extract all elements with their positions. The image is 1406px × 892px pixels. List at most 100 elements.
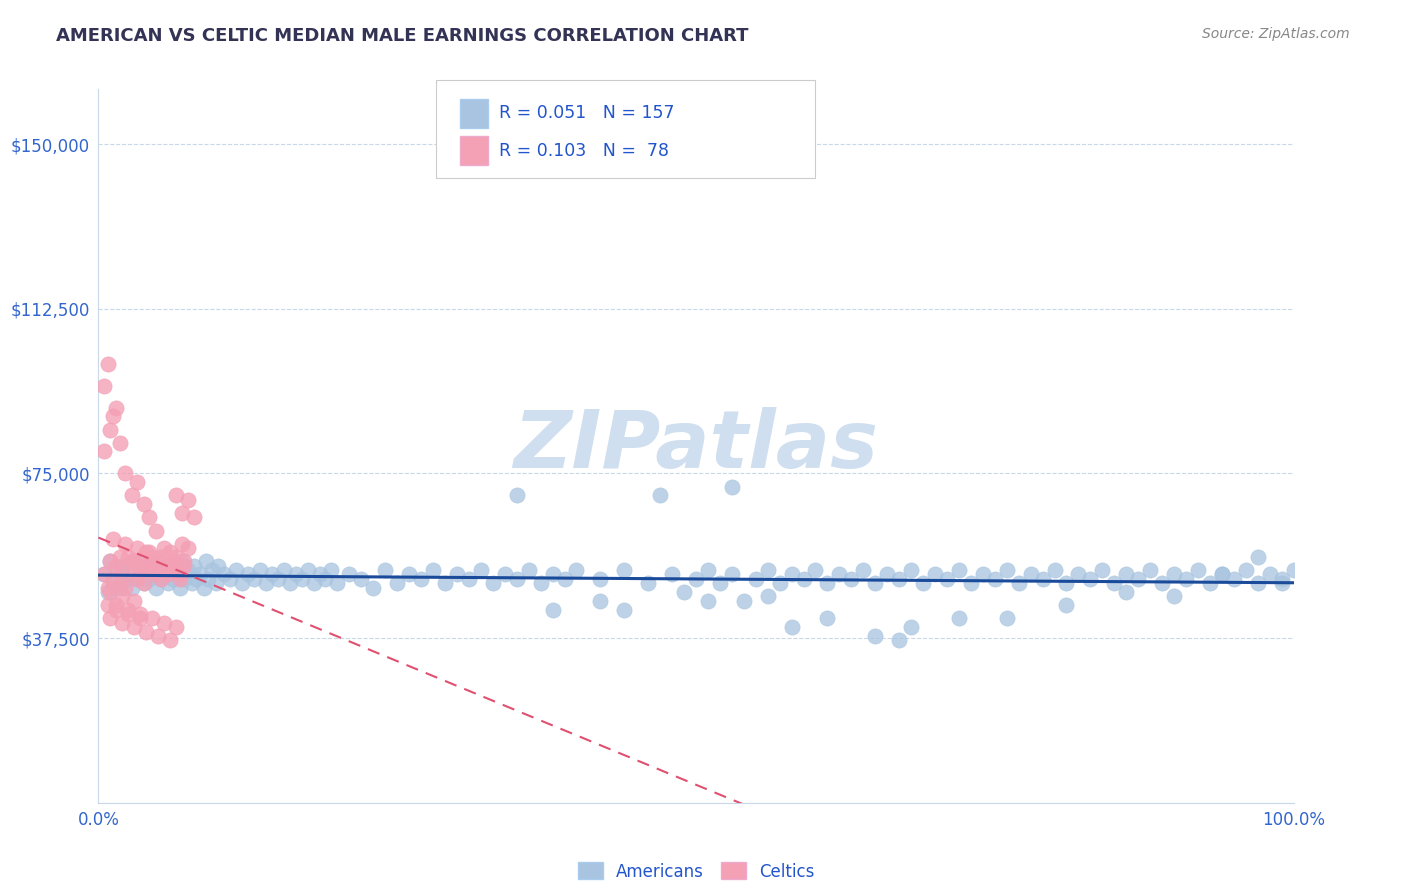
Point xyxy=(93,567,115,582)
Point xyxy=(1163,590,1185,604)
Point xyxy=(141,567,163,582)
Point xyxy=(148,554,170,568)
Point xyxy=(363,581,385,595)
Point xyxy=(132,576,155,591)
Point xyxy=(165,488,187,502)
Point xyxy=(865,576,887,591)
Text: R = 0.051   N = 157: R = 0.051 N = 157 xyxy=(499,104,675,122)
Point xyxy=(124,554,146,568)
Point xyxy=(98,585,122,599)
Point xyxy=(105,563,128,577)
Point xyxy=(138,572,160,586)
Point xyxy=(156,558,179,573)
Point xyxy=(936,572,959,586)
Point xyxy=(117,567,139,582)
Point xyxy=(159,545,181,559)
Point xyxy=(1043,563,1066,577)
Point xyxy=(172,506,194,520)
Point xyxy=(249,563,271,577)
Point xyxy=(121,581,143,595)
Point xyxy=(153,541,176,555)
Point xyxy=(105,602,128,616)
Point xyxy=(101,533,124,547)
Point xyxy=(398,567,420,582)
Point xyxy=(135,624,157,639)
Point xyxy=(135,558,157,573)
Point xyxy=(321,563,343,577)
Point xyxy=(1271,572,1294,586)
Point xyxy=(1163,567,1185,582)
Point xyxy=(721,567,744,582)
Point xyxy=(446,567,468,582)
Point xyxy=(876,567,898,582)
Point xyxy=(105,598,128,612)
Point xyxy=(1032,572,1054,586)
Text: Source: ZipAtlas.com: Source: ZipAtlas.com xyxy=(1202,27,1350,41)
Point xyxy=(132,576,155,591)
Point xyxy=(648,488,672,502)
Point xyxy=(114,572,136,586)
Point xyxy=(153,615,176,630)
Point xyxy=(733,594,755,608)
Point xyxy=(135,545,157,559)
Point xyxy=(172,537,194,551)
Point xyxy=(108,576,131,591)
Point xyxy=(177,492,200,507)
Point xyxy=(169,567,191,582)
Point xyxy=(721,480,744,494)
Point xyxy=(138,563,160,577)
Text: R = 0.103   N =  78: R = 0.103 N = 78 xyxy=(499,142,669,160)
Text: ZIPatlas: ZIPatlas xyxy=(513,407,879,485)
Point xyxy=(1258,567,1281,582)
Point xyxy=(374,563,396,577)
Point xyxy=(97,357,120,371)
Point xyxy=(105,401,128,415)
Point xyxy=(422,563,444,577)
Point xyxy=(1056,576,1078,591)
Point xyxy=(302,576,325,591)
Point xyxy=(434,576,457,591)
Point xyxy=(828,567,851,582)
Point xyxy=(815,576,838,591)
Point xyxy=(481,576,505,591)
Point xyxy=(315,572,337,586)
Point xyxy=(1211,567,1233,582)
Point xyxy=(815,611,838,625)
Point xyxy=(661,567,683,582)
Point xyxy=(98,423,122,437)
Point xyxy=(124,594,146,608)
Point xyxy=(768,576,790,591)
Point xyxy=(260,567,283,582)
Point xyxy=(145,581,167,595)
Point xyxy=(1211,567,1233,582)
Point xyxy=(841,572,863,586)
Point xyxy=(97,585,120,599)
Point xyxy=(101,572,124,586)
Point xyxy=(709,576,731,591)
Point xyxy=(225,563,247,577)
Point xyxy=(111,615,134,630)
Point xyxy=(541,567,564,582)
Point xyxy=(186,572,208,586)
Point xyxy=(673,585,696,599)
Point xyxy=(183,510,205,524)
Point xyxy=(117,549,139,564)
Point xyxy=(1152,576,1174,591)
Point xyxy=(948,563,970,577)
Point xyxy=(173,554,195,568)
Point xyxy=(173,572,195,586)
Point xyxy=(685,572,707,586)
Point xyxy=(117,607,139,621)
Point xyxy=(180,576,202,591)
Point xyxy=(1067,567,1090,582)
Point xyxy=(385,576,409,591)
Point xyxy=(195,554,218,568)
Point xyxy=(339,567,361,582)
Point xyxy=(108,435,131,450)
Point xyxy=(117,602,139,616)
Point xyxy=(156,567,179,582)
Point xyxy=(111,558,134,573)
Point xyxy=(145,567,167,582)
Point xyxy=(291,572,314,586)
Point xyxy=(177,563,200,577)
